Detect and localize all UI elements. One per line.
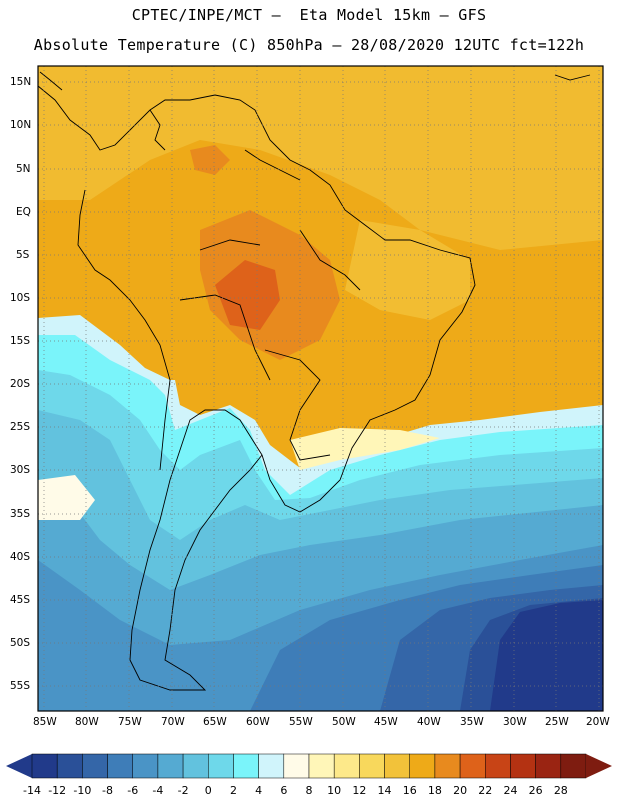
colorbar-cell [535, 753, 562, 779]
temperature-field [38, 66, 603, 711]
lon-tick-65w: 65W [203, 716, 227, 728]
colorbar-cell [434, 753, 461, 779]
colorbar-label: 2 [230, 784, 237, 797]
colorbar-label: -2 [178, 784, 189, 797]
colorbar-cell [208, 753, 234, 779]
colorbar-label: 20 [453, 784, 467, 797]
colorbar-label: 18 [428, 784, 442, 797]
colorbar-cell [308, 753, 335, 779]
map-frame [37, 65, 604, 712]
lat-tick-10n: 10N [10, 119, 32, 131]
lon-tick-55w: 55W [289, 716, 313, 728]
colorbar-label: 6 [280, 784, 287, 797]
model-title: CPTEC/INPE/MCT – Eta Model 15km – GFS [131, 6, 487, 24]
colorbar-max-arrow [586, 754, 612, 778]
colorbar-label: 26 [529, 784, 543, 797]
lat-tick-55s: 55S [10, 680, 31, 692]
colorbar-cell [283, 753, 310, 779]
colorbar-label: -12 [48, 784, 66, 797]
lon-tick-30w: 30W [503, 716, 527, 728]
lat-tick-45s: 45S [10, 594, 31, 606]
lat-tick-40s: 40S [10, 551, 31, 563]
colorbar-label: 4 [255, 784, 262, 797]
lon-tick-45w: 45W [374, 716, 398, 728]
colorbar-cell [82, 753, 108, 779]
colorbar-label: 14 [378, 784, 392, 797]
colorbar-min-arrow [6, 754, 32, 778]
lon-tick-85w: 85W [33, 716, 57, 728]
colorbar-cell [182, 753, 209, 779]
colorbar-label: 12 [352, 784, 366, 797]
coastline [38, 71, 591, 691]
colorbar-label: -6 [127, 784, 138, 797]
colorbar-cell [132, 753, 159, 779]
colorbar-label: 0 [205, 784, 212, 797]
lat-tick-50s: 50S [10, 637, 31, 649]
lat-tick-20s: 20S [10, 378, 31, 390]
colorbar-label: -8 [102, 784, 113, 797]
lat-tick-15n: 15N [10, 76, 32, 88]
colorbar-cell [258, 753, 285, 779]
colorbar-cell [485, 753, 511, 779]
lat-tick-30s: 30S [10, 464, 31, 476]
lon-tick-75w: 75W [118, 716, 142, 728]
temperature-map [37, 65, 604, 712]
colorbar-label: 28 [554, 784, 568, 797]
lat-tick-5n: 5N [16, 163, 31, 175]
lat-tick-15s: 15S [10, 335, 31, 347]
colorbar-label: -10 [73, 784, 91, 797]
lon-tick-60w: 60W [246, 716, 270, 728]
lon-tick-70w: 70W [161, 716, 185, 728]
lat-tick-5s: 5S [16, 249, 30, 261]
colorbar-cell [157, 753, 184, 779]
colorbar-label: 24 [503, 784, 517, 797]
product-title: Absolute Temperature (C) 850hPa – 28/08/… [33, 36, 585, 54]
colorbar-cell [31, 753, 58, 779]
colorbar-label: 16 [403, 784, 417, 797]
colorbar-cell [384, 753, 410, 779]
lon-tick-50w: 50W [332, 716, 356, 728]
lon-tick-80w: 80W [75, 716, 99, 728]
colorbar-label: 10 [327, 784, 341, 797]
colorbar-label: -4 [152, 784, 163, 797]
colorbar-cell [56, 753, 83, 779]
lon-tick-20w: 20W [586, 716, 610, 728]
lon-tick-35w: 35W [460, 716, 484, 728]
colorbar: -14 -12 -10 -8 -6 -4 -2 0 2 4 6 8 10 12 14 16 18 20 22 24 26… [6, 753, 612, 797]
colorbar-label: -14 [23, 784, 41, 797]
lat-tick-25s: 25S [10, 421, 31, 433]
colorbar-cell [510, 753, 536, 779]
lon-tick-40w: 40W [417, 716, 441, 728]
lat-tick-eq: EQ [16, 206, 31, 218]
colorbar-cell [560, 753, 587, 779]
lon-tick-25w: 25W [545, 716, 569, 728]
colorbar-cell [359, 753, 385, 779]
colorbar-cell [409, 753, 436, 779]
colorbar-cell [233, 753, 259, 779]
colorbar-cell [333, 753, 360, 779]
colorbar-label: 22 [478, 784, 492, 797]
lat-tick-10s: 10S [10, 292, 31, 304]
colorbar-cell [459, 753, 486, 779]
lat-tick-35s: 35S [10, 508, 31, 520]
colorbar-label: 8 [306, 784, 313, 797]
colorbar-cell [107, 753, 133, 779]
